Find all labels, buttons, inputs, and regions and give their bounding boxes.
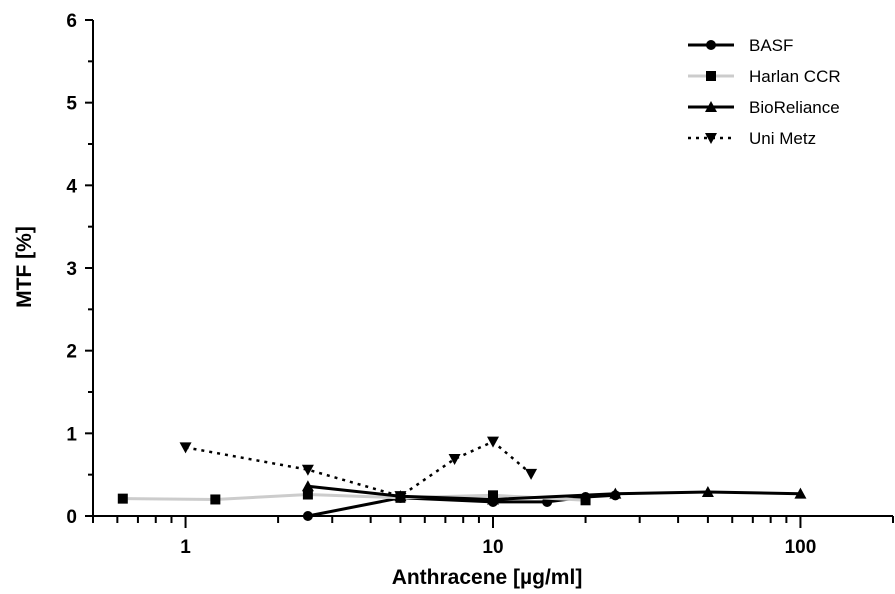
data-point-bioreliance xyxy=(609,487,622,499)
data-point-bioreliance xyxy=(794,487,807,499)
y-tick-label: 2 xyxy=(66,342,77,363)
legend-label: BASF xyxy=(749,36,793,55)
series-line-uni-metz xyxy=(185,440,532,498)
data-point-harlan-ccr xyxy=(117,493,128,504)
legend-marker xyxy=(705,101,717,112)
legend-marker xyxy=(705,133,717,144)
data-point-uni-metz xyxy=(448,453,461,465)
legend-marker xyxy=(706,71,716,81)
plot-series xyxy=(117,436,807,521)
data-point-uni-metz xyxy=(394,491,407,503)
series-line-bioreliance xyxy=(307,484,801,502)
x-tick-label: 1 xyxy=(180,537,191,558)
legend-label: Harlan CCR xyxy=(749,67,841,86)
y-tick-label: 1 xyxy=(66,424,77,445)
y-tick-label: 5 xyxy=(66,94,77,115)
legend-item-uni-metz: Uni Metz xyxy=(688,129,816,148)
y-tick-label: 3 xyxy=(66,259,77,280)
legend-item-harlan-ccr: Harlan CCR xyxy=(688,67,841,86)
data-point-harlan-ccr xyxy=(210,494,221,505)
x-tick-label: 10 xyxy=(482,537,503,558)
y-tick-label: 4 xyxy=(66,176,77,197)
series-uni-metz xyxy=(179,436,538,503)
legend-label: Uni Metz xyxy=(749,129,816,148)
axes: 0 1 2 3 4 5 6 1 10 100 xyxy=(66,11,894,558)
legend-label: BioReliance xyxy=(749,98,840,117)
data-point-bioreliance xyxy=(487,493,499,505)
y-tick-label: 6 xyxy=(66,11,77,32)
y-tick-label: 0 xyxy=(66,507,77,528)
data-point-uni-metz xyxy=(487,436,499,448)
data-point-bioreliance xyxy=(301,480,314,492)
data-point-harlan-ccr xyxy=(580,495,591,506)
x-axis-title: Anthracene [µg/ml] xyxy=(392,566,583,589)
legend-item-basf: BASF xyxy=(688,36,793,55)
data-point-harlan-ccr xyxy=(302,489,313,500)
data-point-bioreliance xyxy=(701,486,714,498)
data-point-uni-metz xyxy=(179,442,192,454)
data-point-uni-metz xyxy=(525,468,538,480)
legend-marker xyxy=(706,40,716,50)
legend-item-bioreliance: BioReliance xyxy=(688,98,840,117)
x-tick-label: 100 xyxy=(785,537,817,558)
legend: BASF Harlan CCR BioReliance Uni Metz xyxy=(688,36,841,148)
y-axis-title: MTF [%] xyxy=(13,226,36,308)
series-line-harlan-ccr xyxy=(122,492,586,502)
data-point-uni-metz xyxy=(301,464,314,476)
